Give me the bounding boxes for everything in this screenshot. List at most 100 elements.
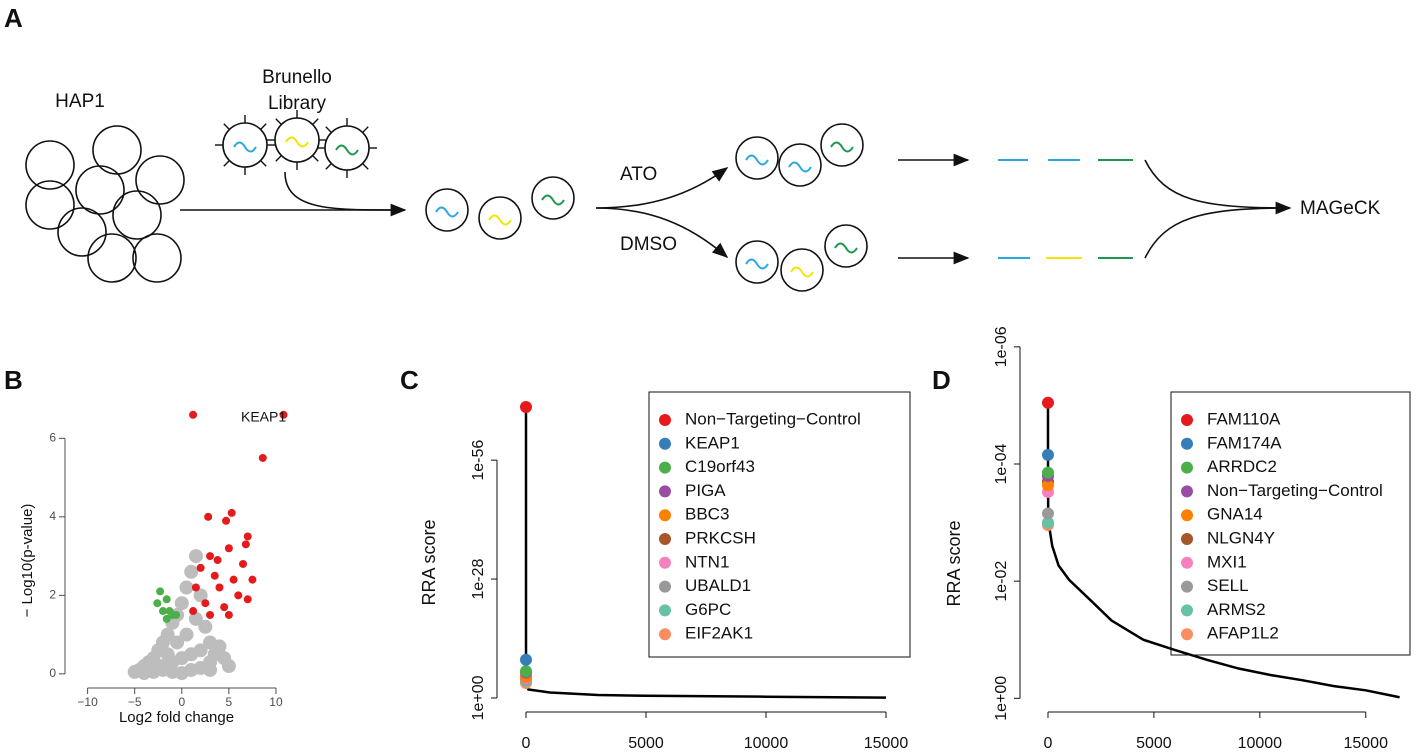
point <box>215 583 224 592</box>
sgrna <box>790 266 814 278</box>
legend-label: NLGN4Y <box>1207 528 1275 547</box>
annotation: KEAP1 <box>241 409 286 425</box>
x-axis-label: Log2 fold change <box>119 709 234 726</box>
spike <box>362 163 369 170</box>
panel-label: C <box>400 365 419 395</box>
legend-label: ARMS2 <box>1207 600 1266 619</box>
point <box>210 571 219 580</box>
legend-label: NTN1 <box>685 552 729 571</box>
spike <box>223 123 230 130</box>
legend-marker <box>1181 604 1193 617</box>
point <box>1041 479 1054 492</box>
point <box>158 607 167 616</box>
spike <box>260 123 267 130</box>
legend-label: UBALD1 <box>685 576 751 595</box>
legend-box <box>1170 391 1411 656</box>
point <box>170 635 185 650</box>
label: HAP1 <box>55 91 105 112</box>
spike <box>362 126 369 133</box>
point <box>224 544 233 553</box>
legend-label: Non−Targeting−Control <box>1207 481 1383 500</box>
point <box>234 591 243 600</box>
point <box>220 603 229 612</box>
arrow <box>595 167 729 209</box>
point <box>189 410 198 419</box>
legend-label: FAM110A <box>1207 409 1281 428</box>
point <box>519 400 532 413</box>
chart: 1e+00 1e-28 1e-56 0 5000 10000 15000 RRA score N… <box>419 391 911 752</box>
legend-label: PRKCSH <box>685 528 756 547</box>
legend-marker <box>1181 533 1193 545</box>
legend-marker <box>1181 485 1193 498</box>
legend-marker <box>659 556 671 569</box>
legend-label: PIGA <box>685 481 726 500</box>
point <box>179 580 194 595</box>
legend-marker <box>659 509 671 522</box>
point <box>172 610 181 619</box>
legend-marker <box>659 485 671 498</box>
point <box>184 564 199 579</box>
x-tick-label: 0 <box>1044 735 1053 752</box>
virus-particles <box>215 110 377 178</box>
point <box>227 508 236 517</box>
label: Brunello <box>262 67 332 88</box>
arrow <box>284 171 396 211</box>
x-tick-label: 5000 <box>1136 735 1172 752</box>
legend-marker <box>1181 414 1193 426</box>
cell <box>820 123 864 167</box>
sgrna <box>488 214 512 226</box>
point <box>174 596 189 611</box>
point <box>224 610 233 619</box>
panel-label: B <box>4 365 23 395</box>
transduced-cells <box>425 123 868 292</box>
point <box>206 610 215 619</box>
point <box>239 559 248 568</box>
label: ATO <box>620 164 657 185</box>
panel-label: A <box>4 3 23 33</box>
legend-marker <box>659 580 671 593</box>
y-tick-label: 6 <box>49 431 56 445</box>
sgrna <box>541 194 565 206</box>
label: MAGeCK <box>1300 198 1381 219</box>
legend-label: SELL <box>1207 576 1249 595</box>
point <box>193 588 208 603</box>
legend-label: FAM174A <box>1207 433 1282 452</box>
legend-marker <box>659 461 671 474</box>
point <box>279 410 288 419</box>
point <box>213 556 222 565</box>
y-tick-label: 1e-06 <box>993 326 1010 367</box>
label: DMSO <box>620 234 677 255</box>
workflow-diagram: HAP1 Brunello Library ATO DMSO MAGeCK <box>25 67 1381 292</box>
x-tick-label: 5 <box>226 695 233 709</box>
point <box>196 563 205 572</box>
sgrna <box>834 242 858 254</box>
y-tick-label: 0 <box>49 666 56 680</box>
label: Library <box>268 93 327 114</box>
legend-marker <box>659 414 671 426</box>
point <box>206 552 215 561</box>
point <box>229 575 238 584</box>
sgrna <box>788 161 812 173</box>
point <box>1041 507 1054 520</box>
point <box>248 575 257 584</box>
legend-label: BBC3 <box>685 505 729 524</box>
sgrna <box>435 206 459 218</box>
legend-label: C19orf43 <box>685 457 755 476</box>
virus <box>222 122 268 168</box>
point <box>519 653 532 666</box>
legend-label: AFAP1L2 <box>1207 624 1279 643</box>
legend-label: GNA14 <box>1207 505 1263 524</box>
arrow <box>1144 159 1292 215</box>
legend-marker <box>1181 556 1193 569</box>
point <box>162 614 171 623</box>
point <box>188 611 203 626</box>
point <box>193 643 208 658</box>
sgrna <box>745 154 769 166</box>
point <box>519 665 532 678</box>
x-tick-label: 10000 <box>1238 735 1283 752</box>
point <box>241 540 250 549</box>
sgrna-reads <box>998 159 1133 259</box>
arrow <box>1144 207 1291 259</box>
legend-label: MXI1 <box>1207 552 1247 571</box>
